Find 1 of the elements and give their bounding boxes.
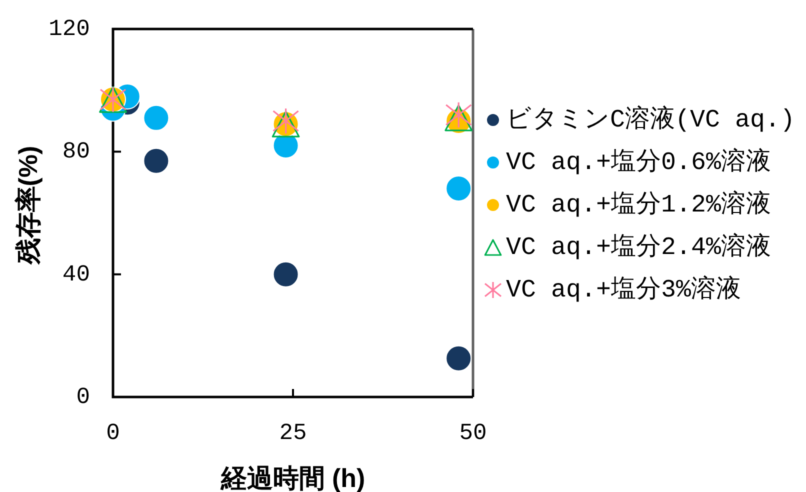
ylabel: 残存率(%)	[13, 146, 43, 264]
